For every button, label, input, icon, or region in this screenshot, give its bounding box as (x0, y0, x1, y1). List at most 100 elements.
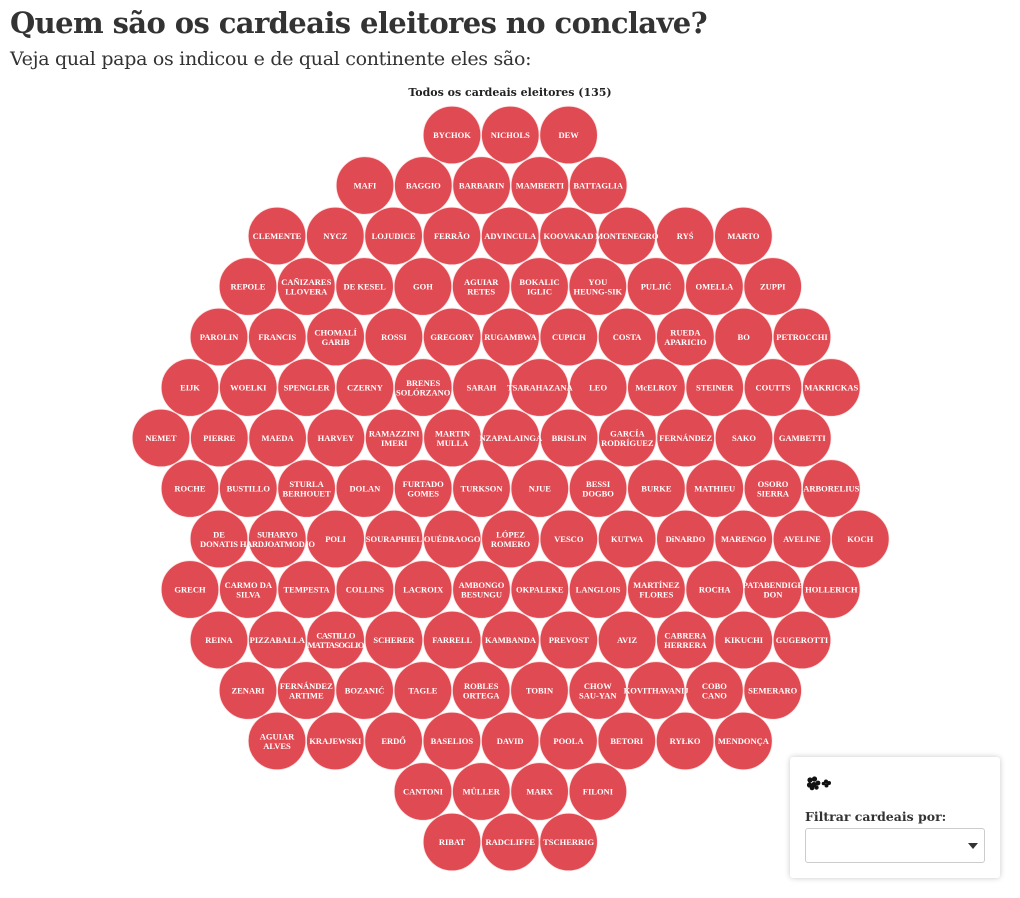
cardinal-bubble[interactable] (423, 610, 482, 670)
cardinal-bubble[interactable] (394, 459, 453, 518)
cardinal-bubble[interactable] (365, 408, 424, 468)
cardinal-bubble[interactable] (452, 156, 511, 215)
cardinal-bubble[interactable] (510, 560, 569, 619)
cardinal-bubble[interactable] (452, 358, 511, 417)
cardinal-bubble[interactable] (452, 661, 511, 720)
cardinal-bubble[interactable] (364, 509, 424, 569)
cardinal-bubble[interactable] (685, 560, 744, 619)
cardinal-bubble[interactable] (714, 711, 773, 771)
cardinal-bubble[interactable] (656, 408, 715, 468)
cardinal-bubble[interactable] (568, 257, 627, 316)
cardinal-bubble[interactable] (481, 206, 540, 266)
cardinal-bubble[interactable] (189, 509, 249, 569)
cardinal-bubble[interactable] (626, 257, 686, 316)
cardinal-bubble[interactable] (423, 509, 482, 569)
cardinal-bubble[interactable] (510, 661, 569, 720)
cardinal-bubble[interactable] (743, 257, 802, 316)
cardinal-bubble[interactable] (656, 509, 715, 569)
cardinal-bubble[interactable] (481, 307, 540, 367)
cardinal-bubble[interactable] (656, 610, 715, 670)
cardinal-bubble[interactable] (160, 358, 220, 417)
cardinal-bubble[interactable] (364, 206, 423, 266)
cardinal-bubble[interactable] (306, 610, 365, 670)
cardinal-bubble[interactable] (247, 206, 307, 266)
cardinal-bubble[interactable] (394, 560, 453, 619)
cardinal-bubble[interactable] (714, 408, 774, 468)
cardinal-bubble[interactable] (481, 509, 540, 569)
cardinal-bubble[interactable] (772, 610, 832, 670)
cardinal-bubble[interactable] (685, 358, 744, 417)
cardinal-bubble[interactable] (277, 661, 336, 720)
cardinal-bubble[interactable] (218, 257, 278, 316)
cardinal-bubble[interactable] (802, 459, 861, 518)
cardinal-bubble[interactable] (655, 206, 715, 266)
cardinal-bubble[interactable] (539, 711, 598, 771)
cardinal-bubble[interactable] (481, 711, 540, 771)
cardinal-bubble[interactable] (247, 711, 307, 771)
cardinal-bubble[interactable] (277, 560, 336, 619)
cardinal-bubble[interactable] (539, 509, 598, 569)
cardinal-bubble[interactable] (626, 661, 686, 720)
cardinal-bubble[interactable] (743, 661, 802, 720)
cardinal-bubble[interactable] (306, 711, 365, 771)
cardinal-bubble[interactable] (306, 509, 365, 569)
cardinal-bubble[interactable] (189, 307, 249, 367)
cardinal-bubble[interactable] (510, 358, 569, 417)
cardinal-bubble[interactable] (160, 459, 220, 518)
cardinal-bubble[interactable] (335, 459, 395, 518)
cardinal-bubble[interactable] (685, 257, 744, 316)
cardinal-bubble[interactable] (714, 610, 773, 670)
cardinal-bubble[interactable] (831, 509, 890, 569)
cardinal-bubble[interactable] (248, 307, 307, 367)
cardinal-bubble[interactable] (568, 358, 628, 417)
cardinal-bubble[interactable] (364, 610, 424, 670)
cardinal-bubble[interactable] (364, 711, 423, 771)
cardinal-bubble[interactable] (772, 509, 832, 569)
cardinal-bubble[interactable] (189, 610, 249, 670)
cardinal-bubble[interactable] (277, 459, 336, 518)
cardinal-bubble[interactable] (773, 408, 832, 468)
cardinal-bubble[interactable] (481, 610, 540, 670)
cardinal-bubble[interactable] (714, 509, 773, 569)
cardinal-bubble[interactable] (335, 257, 394, 316)
cardinal-bubble[interactable] (510, 459, 569, 518)
cardinal-bubble[interactable] (218, 661, 278, 720)
cardinal-bubble[interactable] (306, 206, 365, 266)
cardinal-bubble[interactable] (481, 408, 540, 468)
filter-select[interactable] (805, 828, 985, 863)
cardinal-bubble[interactable] (539, 206, 598, 266)
cardinal-bubble[interactable] (655, 711, 715, 771)
cardinal-bubble[interactable] (569, 156, 628, 215)
cardinal-bubble[interactable] (568, 459, 628, 518)
cardinal-bubble[interactable] (627, 358, 686, 417)
cardinal-bubble[interactable] (248, 408, 307, 468)
cardinal-bubble[interactable] (248, 610, 307, 670)
cardinal-bubble[interactable] (539, 610, 598, 670)
cardinal-bubble[interactable] (539, 812, 598, 872)
cardinal-bubble[interactable] (335, 156, 395, 215)
cardinal-bubble[interactable] (597, 711, 656, 771)
cardinal-bubble[interactable] (598, 408, 657, 468)
cardinal-bubble[interactable] (568, 661, 627, 720)
cardinal-bubble[interactable] (714, 206, 773, 266)
cardinal-bubble[interactable] (627, 459, 686, 518)
cardinal-bubble[interactable] (394, 156, 453, 215)
cardinal-bubble[interactable] (597, 610, 657, 670)
cardinal-bubble[interactable] (277, 358, 336, 417)
cardinal-bubble[interactable] (597, 307, 657, 367)
cardinal-bubble[interactable] (422, 711, 482, 771)
cardinal-bubble[interactable] (452, 257, 511, 316)
cardinal-bubble[interactable] (277, 257, 336, 316)
cardinal-bubble[interactable] (539, 408, 599, 468)
cardinal-bubble[interactable] (306, 408, 366, 468)
cardinal-bubble[interactable] (335, 661, 394, 720)
cardinal-bubble[interactable] (219, 358, 278, 417)
cardinal-bubble[interactable] (335, 560, 395, 619)
cardinal-bubble[interactable] (802, 358, 861, 417)
cardinal-bubble[interactable] (685, 661, 744, 720)
cardinal-bubble[interactable] (539, 105, 598, 165)
cardinal-bubble[interactable] (510, 257, 569, 316)
cardinal-bubble[interactable] (685, 459, 744, 518)
cardinal-bubble[interactable] (539, 307, 598, 367)
cardinal-bubble[interactable] (364, 307, 424, 367)
